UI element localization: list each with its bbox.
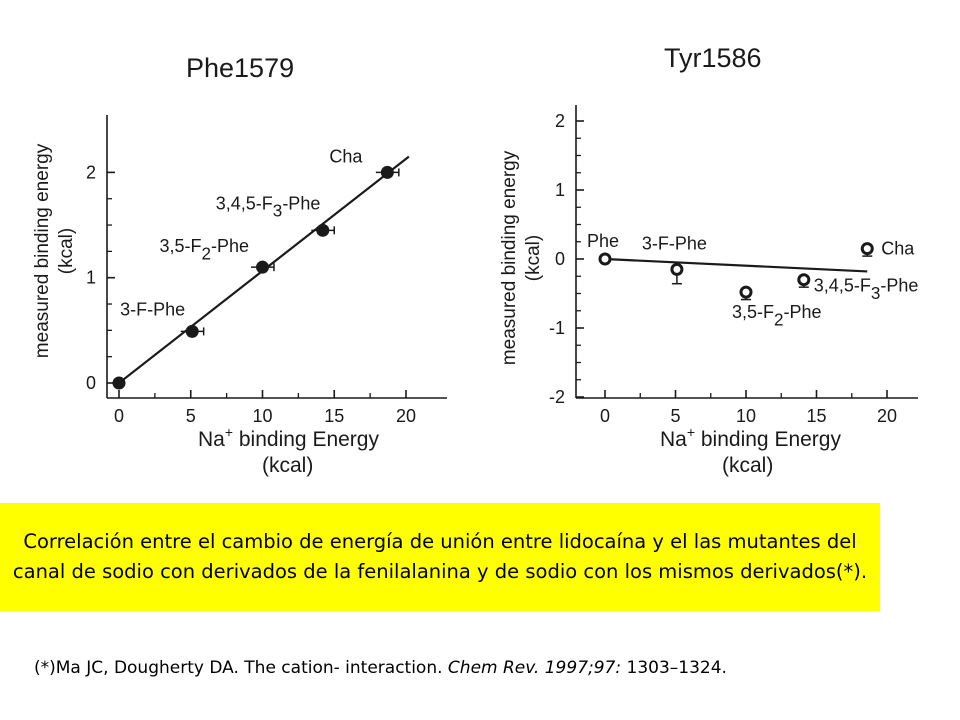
- chart-title: Tyr1586: [664, 43, 762, 73]
- point-label: 3-F-Phe: [642, 233, 707, 253]
- y-axis-label: measured binding energy (kcal): [32, 143, 77, 358]
- data-point: [860, 242, 874, 256]
- x-tick-label: 0: [114, 406, 124, 426]
- x-tick-label: 5: [670, 406, 680, 426]
- chart-title: Phe1579: [186, 53, 294, 83]
- data-point: [797, 273, 811, 287]
- x-tick-label: 10: [736, 406, 756, 426]
- point-label: 3,5-F2-Phe: [732, 302, 822, 329]
- point-label: Cha: [881, 239, 915, 259]
- x-tick-label: 20: [396, 406, 416, 426]
- x-axis-label-units: (kcal): [262, 454, 313, 477]
- y-tick-label: 1: [86, 268, 96, 288]
- data-point: [256, 260, 269, 274]
- caption-box: Correlación entre el cambio de energía d…: [0, 503, 880, 611]
- y-tick-label: -2: [549, 387, 565, 407]
- x-axis-label: Na+ binding Energy: [660, 424, 841, 451]
- caption-text: Correlación entre el cambio de energía d…: [12, 530, 868, 583]
- data-point: [112, 376, 126, 390]
- fit-line: [604, 257, 868, 273]
- x-axis-label: Na+ binding Energy: [198, 424, 379, 451]
- x-tick-label: 0: [600, 406, 610, 426]
- x-tick-label: 15: [324, 406, 344, 426]
- data-point: [185, 324, 199, 338]
- data-point: [380, 165, 394, 179]
- x-tick-label: 5: [186, 406, 196, 426]
- point-label: 3-F-Phe: [120, 299, 185, 319]
- x-axis-label-units: (kcal): [722, 454, 773, 477]
- y-tick-label: 1: [555, 180, 565, 200]
- data-point: [670, 262, 684, 276]
- point-label: 3,4,5-F3-Phe: [814, 276, 919, 303]
- point-label: Cha: [329, 146, 363, 166]
- y-tick-label: 2: [555, 111, 565, 131]
- y-tick-label: -1: [549, 318, 565, 338]
- x-tick-label: 15: [806, 406, 826, 426]
- data-point: [739, 285, 753, 299]
- y-tick-label: 2: [86, 162, 96, 182]
- point-label: 3,5-F2-Phe: [160, 236, 250, 263]
- reference-journal: Chem Rev. 1997;97:: [447, 658, 622, 678]
- data-point: [316, 223, 330, 237]
- y-tick-label: 0: [555, 249, 565, 269]
- x-tick-label: 10: [252, 406, 272, 426]
- reference-authors: (*)Ma JC, Dougherty DA. The cation- inte…: [34, 658, 448, 678]
- reference-pages: 1303–1324.: [621, 658, 727, 678]
- point-label: Phe: [587, 231, 619, 251]
- x-tick-label: 20: [877, 406, 897, 426]
- point-label: 3,4,5-F3-Phe: [216, 193, 321, 220]
- reference: (*)Ma JC, Dougherty DA. The cation- inte…: [34, 658, 727, 678]
- y-axis-label: measured binding energy (kcal): [499, 150, 544, 365]
- y-tick-label: 0: [86, 373, 96, 393]
- data-point: [598, 252, 612, 266]
